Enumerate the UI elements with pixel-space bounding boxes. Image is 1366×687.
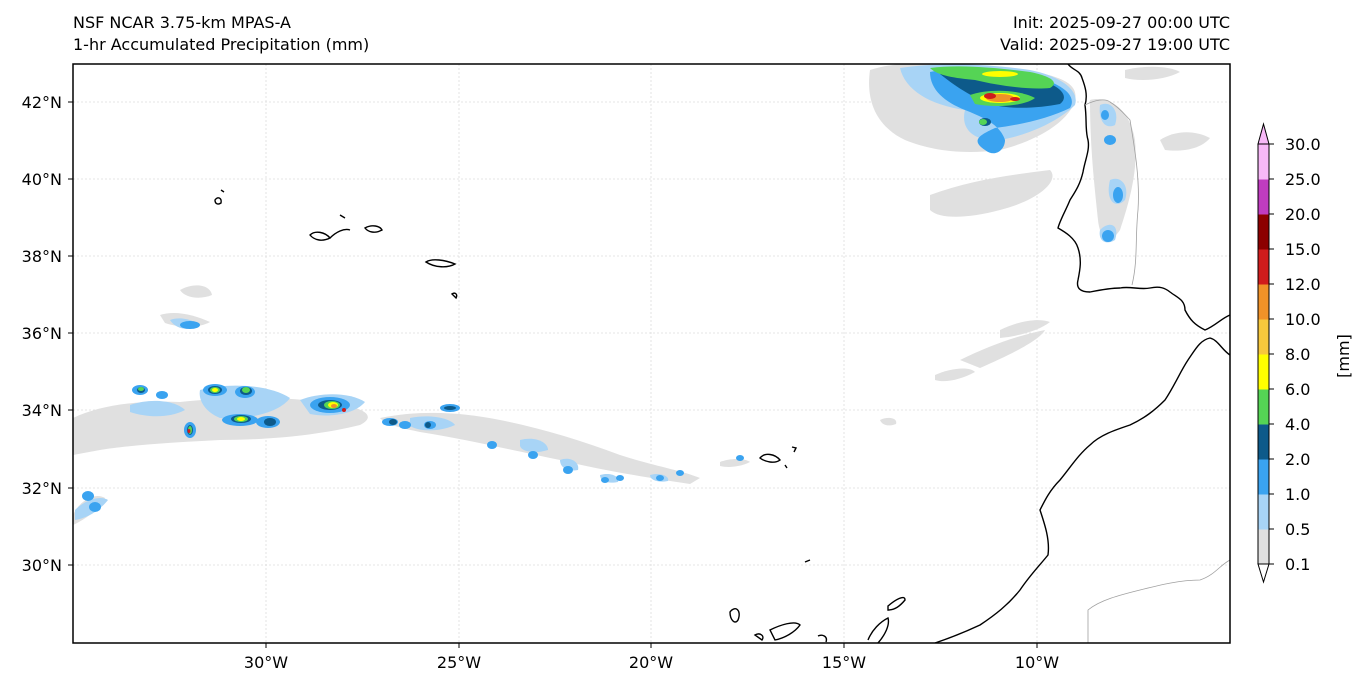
colorbar-bin (1258, 424, 1269, 460)
colorbar-bin (1258, 354, 1269, 390)
colorbar-tick-label: 1.0 (1285, 485, 1310, 504)
colorbar-tick-label: 0.5 (1285, 520, 1310, 539)
colorbar-tick-label: 30.0 (1285, 135, 1321, 154)
map-title-left: NSF NCAR 3.75-km MPAS-A 1-hr Accumulated… (73, 12, 369, 56)
colorbar-bin (1258, 179, 1269, 215)
lon-tick-labels: 30°W 25°W 20°W 15°W 10°W (244, 653, 1059, 672)
lon-label: 20°W (629, 653, 673, 672)
init-time: Init: 2025-09-27 00:00 UTC (1012, 13, 1230, 32)
colorbar-tick-label: 6.0 (1285, 380, 1310, 399)
lon-label: 30°W (244, 653, 288, 672)
colorbar-tick-label: 20.0 (1285, 205, 1321, 224)
colorbar-bin (1258, 494, 1269, 530)
coastlines (214, 64, 1230, 643)
colorbar-tick-label: 4.0 (1285, 415, 1310, 434)
precip-4 (138, 66, 1054, 434)
plot-area (73, 64, 1230, 643)
colorbar-tick-label: 8.0 (1285, 345, 1310, 364)
colorbar-bin (1258, 284, 1269, 320)
lon-label: 25°W (437, 653, 481, 672)
colorbar-bin (1258, 144, 1269, 180)
lon-label: 10°W (1015, 653, 1059, 672)
colorbar-bin (1258, 214, 1269, 250)
lat-label: 30°N (22, 556, 62, 575)
lat-label: 38°N (22, 247, 62, 266)
model-name: NSF NCAR 3.75-km MPAS-A (73, 13, 291, 32)
lon-ticks (265, 643, 1038, 648)
colorbar-bin (1258, 529, 1269, 565)
colorbar-bin (1258, 389, 1269, 425)
map-title-right: Init: 2025-09-27 00:00 UTC Valid: 2025-0… (1000, 12, 1230, 56)
colorbar-extend-min (1257, 563, 1270, 584)
colorbar-bin (1258, 319, 1269, 355)
lat-label: 32°N (22, 479, 62, 498)
lat-label: 40°N (22, 170, 62, 189)
colorbar-tick-label: 12.0 (1285, 275, 1321, 294)
colorbar: 0.1 0.5 1.0 2.0 4.0 6.0 8.0 10.0 12.0 15.0 20.0 25.… (1257, 122, 1321, 584)
lat-tick-labels: 42°N 40°N 38°N 36°N 34°N 32°N 30°N (22, 93, 62, 575)
lon-label: 15°W (822, 653, 866, 672)
lat-label: 36°N (22, 324, 62, 343)
colorbar-tick-label: 10.0 (1285, 310, 1321, 329)
colorbar-tick-label: 2.0 (1285, 450, 1310, 469)
lat-ticks (68, 101, 73, 566)
lat-label: 42°N (22, 93, 62, 112)
field-name: 1-hr Accumulated Precipitation (mm) (73, 35, 370, 54)
valid-time: Valid: 2025-09-27 19:00 UTC (999, 35, 1230, 54)
borders (1084, 99, 1230, 643)
colorbar-bin (1258, 459, 1269, 495)
colorbar-bin (1258, 249, 1269, 285)
colorbar-tick-label: 0.1 (1285, 555, 1310, 574)
precip-12 (187, 93, 1020, 433)
colorbar-tick-label: 25.0 (1285, 170, 1321, 189)
colorbar-extend-max (1257, 122, 1270, 145)
lat-label: 34°N (22, 401, 62, 420)
colorbar-tick-label: 15.0 (1285, 240, 1321, 259)
colorbar-unit-label: [mm] (1334, 334, 1353, 378)
